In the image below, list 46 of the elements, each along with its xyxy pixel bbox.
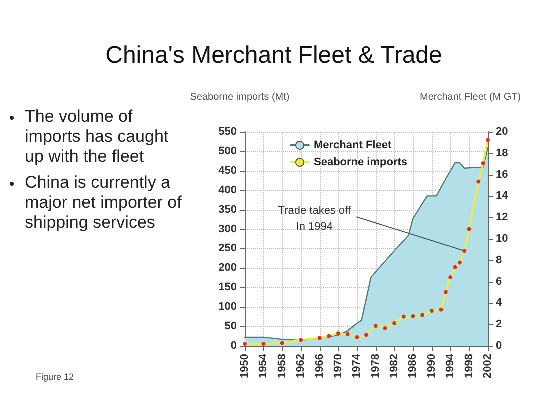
x-tick-label: 1998: [463, 354, 476, 378]
y-tick-label: 500: [218, 145, 237, 158]
y2-tick-label: 0: [496, 340, 502, 352]
y-tick-label: 450: [218, 164, 237, 177]
x-tick-label: 1978: [370, 354, 382, 378]
y2-tick-label: 18: [496, 147, 508, 160]
y-tick-label: 400: [218, 184, 237, 196]
y2-tick-label: 12: [496, 212, 508, 224]
y-tick-label: 250: [218, 242, 237, 255]
y-tick-label: 0: [230, 340, 237, 352]
y2-axis-title: Merchant Fleet (M GT): [420, 92, 522, 103]
legend-label: Merchant Fleet: [314, 140, 392, 152]
y-tick-label: 200: [218, 262, 237, 274]
y-tick-label: 350: [218, 204, 237, 216]
x-tick-label: 1990: [426, 354, 438, 378]
text: The volume of imports has caught up with the fleet: [25, 107, 170, 167]
x-tick-label: 1966: [314, 354, 326, 378]
legend-label: Seaborne imports: [314, 156, 408, 168]
chart-title: China's Merchant Fleet & Trade: [104, 42, 444, 70]
y2-tick-label: 6: [496, 276, 502, 288]
text: China is currently a major net importer of shipping services: [25, 173, 183, 233]
y-tick-label: 300: [218, 223, 237, 236]
x-tick-label: 1994: [444, 353, 457, 378]
y-axis-title: Seaborne imports (Mt): [189, 92, 291, 103]
x-tick-label: 1962: [295, 354, 308, 378]
y-tick-label: 550: [218, 126, 237, 138]
y2-tick-label: 14: [496, 190, 510, 202]
caption: Figure 12: [36, 372, 74, 382]
y2-tick-label: 2: [496, 318, 502, 331]
x-tick-label: 1986: [407, 354, 420, 378]
y2-tick-label: 10: [496, 233, 508, 245]
annotation: Trade takes off In 1994: [278, 205, 352, 234]
y2-tick-label: 16: [496, 168, 508, 181]
x-tick-label: 1958: [276, 354, 288, 378]
y2-tick-label: 8: [496, 254, 502, 266]
x-tick-label: 1954: [258, 353, 270, 378]
x-tick-label: 1982: [388, 354, 401, 378]
y-tick-label: 100: [218, 301, 237, 314]
x-tick-label: 2002: [482, 354, 494, 378]
y2-tick-label: 20: [496, 126, 508, 138]
y-tick-label: 150: [218, 282, 237, 294]
y2-tick-label: 4: [496, 297, 503, 310]
x-tick-label: 1950: [239, 354, 251, 378]
x-tick-label: 1970: [332, 354, 344, 378]
y-tick-label: 50: [224, 320, 237, 333]
x-tick-label: 1974: [351, 353, 364, 378]
